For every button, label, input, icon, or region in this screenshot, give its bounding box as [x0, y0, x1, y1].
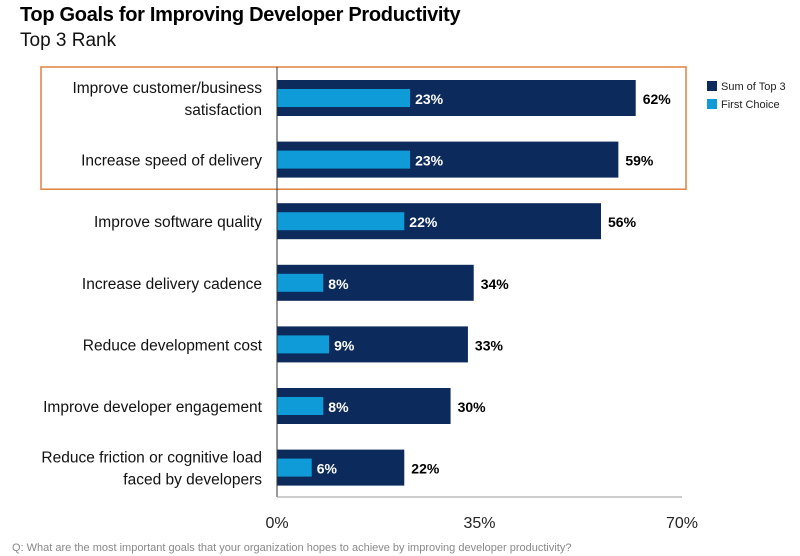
data-label-first-choice: 6% — [317, 461, 338, 477]
data-label-first-choice: 8% — [328, 276, 349, 292]
category-label: Increase delivery cadence — [82, 276, 262, 293]
x-tick-label: 35% — [463, 515, 495, 532]
legend-label: First Choice — [721, 99, 780, 111]
highlight-box — [40, 66, 687, 190]
bar-first-choice — [277, 212, 405, 231]
category-label: Reduce development cost — [83, 337, 263, 354]
data-label-first-choice: 22% — [409, 214, 438, 230]
bar-first-choice — [277, 335, 330, 354]
category-label: Increase speed of delivery — [81, 153, 262, 170]
category-label: satisfaction — [184, 102, 262, 119]
bar-first-choice — [277, 89, 411, 107]
x-tick-label: 70% — [666, 515, 698, 532]
data-label-sum-top3: 22% — [411, 461, 440, 477]
data-label-sum-top3: 33% — [475, 337, 504, 353]
bar-first-choice — [277, 150, 411, 169]
legend-swatch — [707, 81, 717, 91]
data-label-first-choice: 23% — [415, 153, 444, 169]
legend-swatch — [707, 99, 717, 109]
data-label-sum-top3: 59% — [625, 153, 654, 169]
bar-first-choice — [277, 273, 324, 292]
bar-chart: Improve customer/business satisfaction 23%… — [40, 66, 786, 532]
legend-label: Sum of Top 3 — [721, 81, 786, 93]
chart-subtitle: Top 3 Rank — [20, 30, 117, 51]
data-label-first-choice: 8% — [328, 399, 349, 415]
category-label: Improve software quality — [94, 214, 262, 231]
data-label-sum-top3: 62% — [643, 91, 672, 107]
bar-first-choice — [277, 458, 312, 477]
category-label: faced by developers — [123, 472, 262, 489]
category-label: Improve customer/business — [72, 80, 262, 97]
category-label: Reduce friction or cognitive load — [41, 450, 262, 467]
data-label-sum-top3: 34% — [481, 276, 510, 292]
data-label-sum-top3: 56% — [608, 214, 637, 230]
footnote: Q: What are the most important goals tha… — [12, 542, 572, 554]
x-tick-label: 0% — [265, 515, 288, 532]
bar-first-choice — [277, 397, 324, 415]
chart-title: Top Goals for Improving Developer Produc… — [20, 4, 461, 26]
data-label-sum-top3: 30% — [458, 399, 487, 415]
category-label: Improve developer engagement — [43, 399, 263, 416]
data-label-first-choice: 23% — [415, 91, 444, 107]
data-label-first-choice: 9% — [334, 337, 355, 353]
